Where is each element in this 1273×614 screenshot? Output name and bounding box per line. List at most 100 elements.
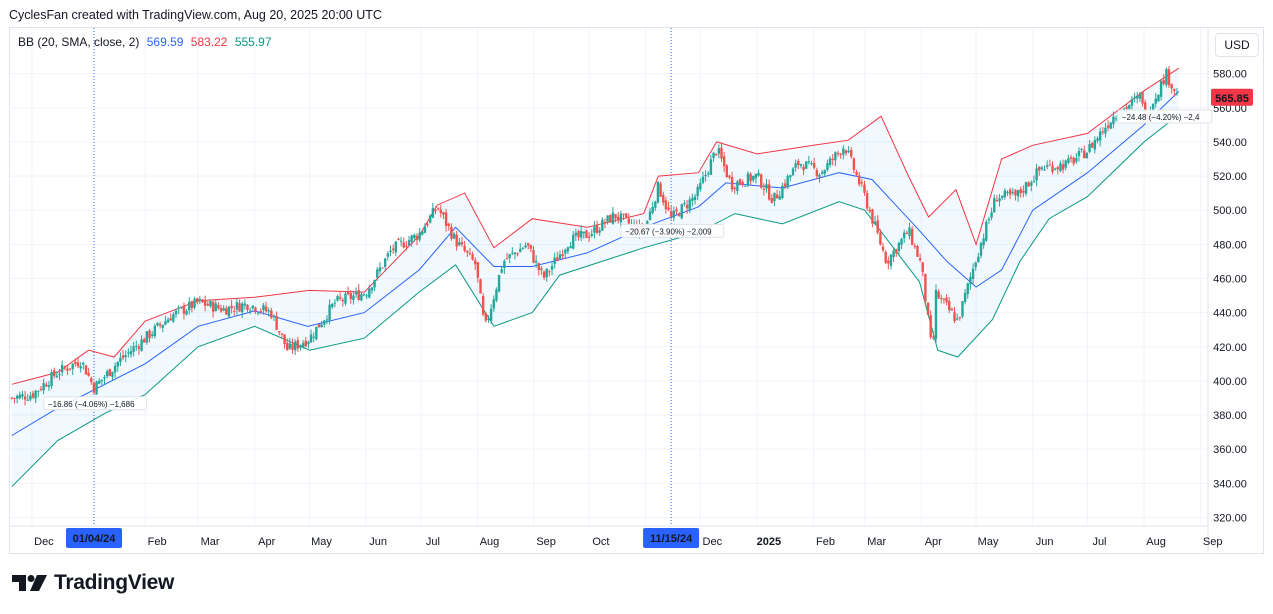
candle-body [831,158,834,160]
candle [812,157,816,170]
candle-body [564,249,567,254]
candle-body [1175,92,1179,94]
candle-body [68,368,72,370]
indicator-legend[interactable]: BB (20, SMA, close, 2) 569.59 583.22 555… [18,35,276,49]
candle [622,213,625,220]
candle-body [169,318,172,321]
candle-body [293,341,297,351]
candle [455,230,458,251]
candle-body [145,331,149,343]
candle-body [903,232,906,239]
candle-body [195,298,199,303]
candle [378,262,382,275]
candle-body [455,234,458,247]
candle-body [98,380,101,384]
candle [754,173,758,184]
candle-body [407,240,411,246]
candle [974,261,977,271]
candle-body [977,256,980,263]
candle-body [174,310,178,315]
candle-body [738,179,742,184]
candle-body [108,369,112,376]
candle [696,184,699,201]
candle-body [511,252,514,254]
candle-body [1032,181,1036,183]
candle [781,182,784,200]
candle-body [519,248,522,253]
candle [889,253,893,270]
candle-body [1096,138,1099,141]
candle [556,251,559,262]
candle-body [579,230,583,238]
candle [887,256,890,270]
candle-body [1038,166,1041,171]
candle [587,232,591,243]
candle-body [135,345,138,347]
candle-body [839,153,842,155]
candle-body [850,149,853,157]
candle-body [852,158,856,171]
candle-body [328,304,331,321]
candle-body [262,305,265,311]
candle-body [503,260,506,269]
candle [471,251,474,261]
time-tick-label: 2025 [757,536,781,548]
candle-body [423,226,427,233]
candle [903,229,906,243]
candle-body [876,220,879,233]
candle-body [320,324,323,328]
candle-body [765,184,768,189]
candle-body [1093,139,1097,150]
candle-body [948,300,951,311]
candle-body [450,226,453,239]
candle-body [458,242,461,246]
price-axis: 320.00 340.00 360.00 380.00 400.00 420.00 440.… [1213,69,1247,525]
candle [744,185,747,187]
candle-body [1040,167,1044,169]
candle-body [233,310,236,312]
candle-body [357,289,360,301]
candle-body [609,215,612,223]
candle [860,179,864,187]
candle-body [979,242,983,256]
candle-body [47,385,51,387]
candle [664,196,668,214]
candle [1053,167,1057,171]
candle-body [344,293,347,304]
candle [156,322,159,327]
candle [421,231,424,236]
candle-body [873,221,877,224]
candle-body [791,168,795,176]
time-tick-label: Jul [1092,536,1106,548]
candle [553,252,556,269]
last-price-badge: 565.85 [1211,88,1253,106]
candle-body [767,184,771,200]
candle [725,163,728,178]
candle [26,394,29,402]
candle-body [360,294,363,301]
candle [1159,79,1163,101]
candle-body [865,193,869,209]
candle [503,259,506,275]
date-marker-badge: 11/15/24 [643,528,700,548]
candle [238,299,241,312]
candle-body [275,315,278,330]
candle [1165,67,1168,88]
candle [113,362,117,378]
candle [301,340,305,349]
candle [619,210,623,228]
candle [1011,187,1014,196]
tradingview-logo[interactable]: TradingView [12,571,174,595]
candle [561,249,564,260]
candle [299,344,302,351]
candle-body [84,365,88,375]
candle-body [889,254,893,266]
time-tick-label: Jun [369,536,387,548]
candle [897,241,901,255]
candle-body [728,175,731,178]
candle-body [921,262,924,272]
candle-body [1138,94,1142,99]
candle [908,222,911,240]
currency-button[interactable]: USD [1215,33,1259,57]
